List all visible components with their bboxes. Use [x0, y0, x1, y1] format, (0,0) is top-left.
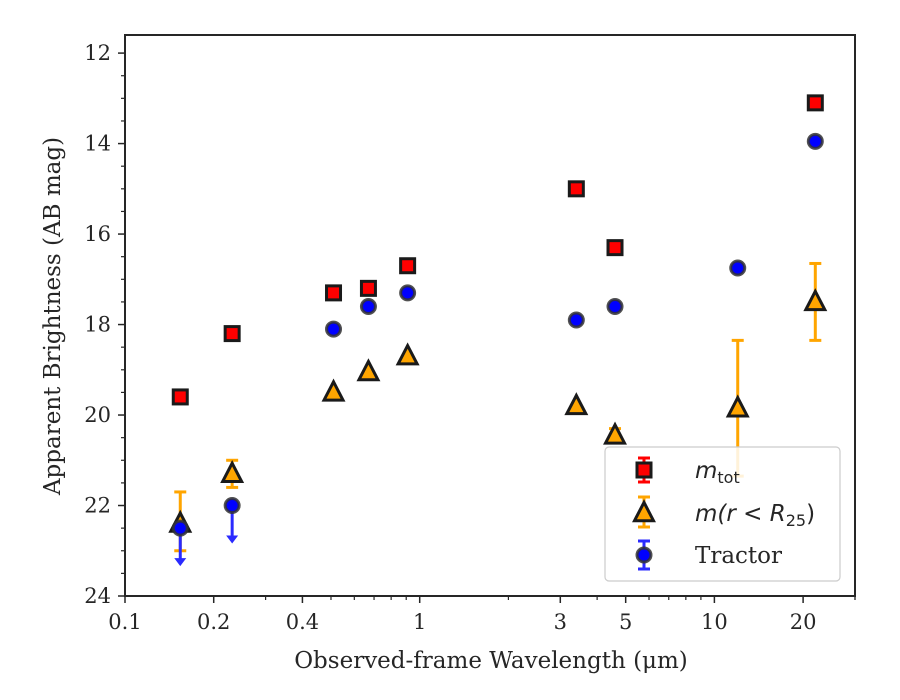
circle-marker	[567, 311, 585, 329]
y-tick-label: 18	[84, 313, 111, 337]
x-axis-title: Observed-frame Wavelength (μm)	[294, 648, 688, 674]
y-axis-title: Apparent Brightness (AB mag)	[40, 137, 66, 496]
square-marker	[223, 325, 241, 343]
y-tick-label: 24	[84, 584, 111, 608]
square-marker	[325, 284, 343, 302]
x-tick-label: 0.4	[286, 610, 319, 634]
triangle-marker	[220, 459, 245, 484]
circle-marker	[223, 497, 241, 515]
x-tick-label: 1	[413, 610, 426, 634]
y-tick-label: 14	[84, 132, 111, 156]
x-tick-label: 0.2	[197, 610, 230, 634]
y-tick-label: 20	[84, 403, 111, 427]
square-marker	[171, 388, 189, 406]
triangle-marker	[803, 288, 828, 312]
y-tick-label: 12	[84, 41, 111, 65]
x-tick-label: 10	[701, 610, 728, 634]
upper-limit-arrowhead	[174, 558, 187, 567]
x-axis: 0.1 0.2 0.4 1 3 5 10 20	[108, 596, 856, 634]
x-tick-label: 0.1	[108, 610, 141, 634]
x-tick-label: 20	[790, 610, 817, 634]
triangle-marker	[321, 378, 346, 402]
circle-marker	[606, 297, 624, 315]
square-marker	[635, 461, 653, 479]
circle-marker	[399, 284, 417, 302]
upper-limit-arrowhead	[226, 535, 239, 544]
data-markers	[168, 94, 828, 567]
square-marker	[567, 180, 585, 198]
y-tick-label: 22	[84, 494, 111, 518]
triangle-marker	[725, 394, 750, 418]
legend-label-tractor: Tractor	[695, 543, 782, 569]
legend-box	[604, 446, 841, 582]
triangle-marker	[632, 499, 656, 523]
plot-frame	[124, 34, 856, 597]
circle-marker	[359, 297, 377, 315]
y-axis: 12 14 16 18 20 22 24	[84, 41, 125, 608]
circle-marker	[729, 259, 747, 277]
square-marker	[806, 94, 824, 112]
x-tick-label: 3	[554, 610, 567, 634]
circle-marker	[635, 546, 653, 564]
triangle-marker	[356, 358, 381, 382]
square-marker	[359, 279, 377, 297]
triangle-marker	[395, 342, 420, 366]
x-tick-label: 5	[619, 610, 632, 634]
triangle-marker	[564, 392, 589, 416]
circle-marker	[806, 132, 824, 150]
triangle-marker	[603, 421, 627, 445]
y-tick-label: 16	[84, 222, 111, 246]
square-marker	[399, 257, 417, 275]
circle-marker	[325, 320, 343, 338]
square-marker	[606, 239, 624, 257]
circle-marker	[171, 519, 189, 537]
